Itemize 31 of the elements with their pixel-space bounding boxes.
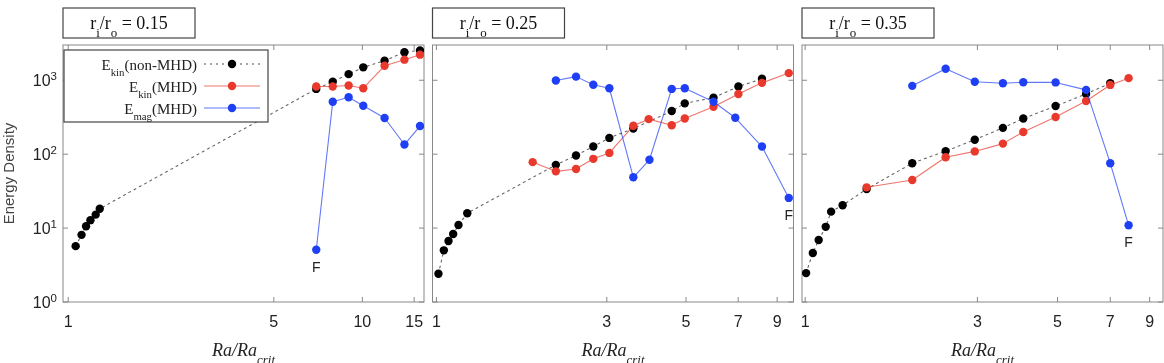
annotation: F: [784, 206, 794, 223]
y-axis-title: Energy Density: [0, 122, 17, 225]
chart-title: r$_{i}$/r$_{o}$ = 0.35: [829, 13, 907, 40]
y-tick-label: 10$^{2}$: [32, 144, 57, 164]
legend-label: E$_{kin}$(non-MHD): [101, 57, 197, 78]
annotation: F: [311, 258, 321, 275]
x-tick-label: 5: [1053, 313, 1063, 330]
x-tick-label: 1: [63, 313, 73, 330]
legend-label: E$_{kin}$(MHD): [129, 79, 197, 100]
annotation: F: [1124, 234, 1133, 251]
x-tick-label: 1: [431, 313, 441, 330]
x-tick-label: 3: [602, 313, 612, 330]
x-tick-label: 1: [800, 313, 810, 330]
x-tick-label: 10: [353, 313, 372, 330]
x-tick-label: 15: [405, 313, 424, 330]
legend-label: E$_{mag}$(MHD): [124, 101, 197, 122]
x-tick-label: 7: [1105, 313, 1115, 330]
y-tick-label: 10$^{3}$: [32, 70, 57, 90]
x-tick-label: 9: [1145, 313, 1155, 330]
x-axis-title: Ra/Ra$_{crit}$: [211, 340, 276, 363]
x-tick-label: 9: [772, 313, 782, 330]
x-axis-title: Ra/Ra$_{crit}$: [580, 340, 645, 363]
y-tick-label: 10$^{0}$: [32, 292, 57, 311]
x-tick-label: 5: [269, 313, 279, 330]
x-axis-title: Ra/Ra$_{crit}$: [950, 340, 1015, 363]
x-tick-label: 3: [972, 313, 982, 330]
chart-title: r$_{i}$/r$_{o}$ = 0.25: [459, 13, 538, 40]
x-tick-label: 5: [681, 313, 691, 330]
x-tick-label: 7: [733, 313, 743, 330]
chart-title: r$_{i}$/r$_{o}$ = 0.15: [90, 13, 168, 40]
y-tick-label: 10$^{1}$: [32, 218, 57, 238]
